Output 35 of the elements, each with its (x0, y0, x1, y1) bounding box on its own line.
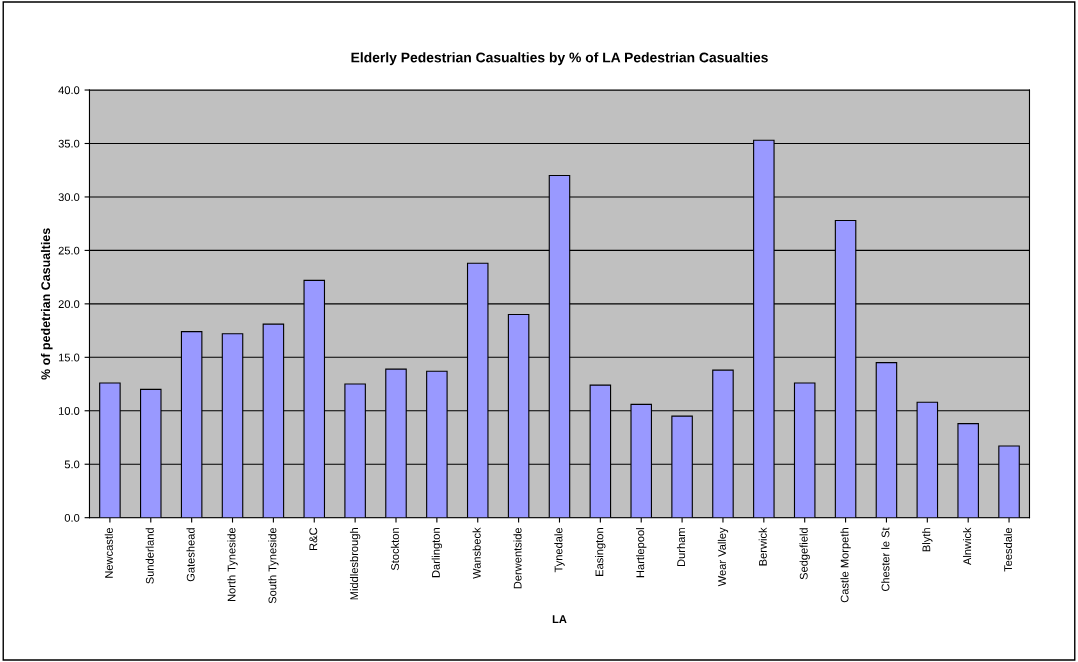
x-tick-label: Sunderland (145, 528, 154, 584)
y-tick-label: 5.0 (64, 460, 80, 469)
x-tick-label: North Tyneside (227, 527, 238, 602)
x-tick-label: Wear Valley (717, 527, 729, 587)
chart-title: Elderly Pedestrian Casualties by % of LA Pedestrian Casualties (351, 52, 768, 66)
x-tick-label: Castle Morpeth (840, 528, 851, 603)
x-tick-label: Sedgefield (799, 528, 810, 580)
x-tick-label: R&C (309, 527, 318, 550)
y-tick-label: 35.0 (58, 139, 80, 148)
y-tick-label: 30.0 (58, 193, 80, 202)
y-tick-label: 40.0 (58, 86, 80, 95)
x-tick-label: Darlington (431, 528, 443, 578)
x-tick-label: Berwick (758, 527, 767, 566)
x-tick-label: Teesdale (1003, 527, 1013, 572)
y-tick-label: 25.0 (58, 246, 80, 255)
x-tick-label: Hartlepool (636, 528, 647, 578)
x-tick-label: Blyth (922, 528, 933, 552)
x-tick-label: Chester le St (881, 527, 890, 592)
y-tick-label: 15.0 (58, 353, 80, 362)
y-axis-title: % of pedetrian Casualties (40, 228, 53, 380)
x-tick-label: Newcastle (104, 527, 113, 578)
y-tick-label: 0.0 (64, 513, 80, 522)
x-tick-label: Durham (676, 528, 686, 567)
x-tick-label: Wansbeck (472, 527, 481, 579)
y-tick-label: 20.0 (58, 300, 80, 308)
x-axis-title: LA (552, 615, 567, 623)
x-tick-label: Gateshead (186, 528, 195, 582)
x-tick-label: South Tyneside (268, 527, 279, 604)
x-tick-label: Derwentside (513, 527, 522, 589)
x-tick-label: Tynedale (554, 527, 565, 573)
x-tick-label: Easington (595, 528, 606, 576)
x-tick-label: Middlesbrough (349, 528, 361, 600)
x-tick-label: Stockton (390, 528, 399, 571)
y-tick-label: 10.0 (58, 407, 80, 415)
x-tick-label: Alnwick (963, 527, 972, 566)
